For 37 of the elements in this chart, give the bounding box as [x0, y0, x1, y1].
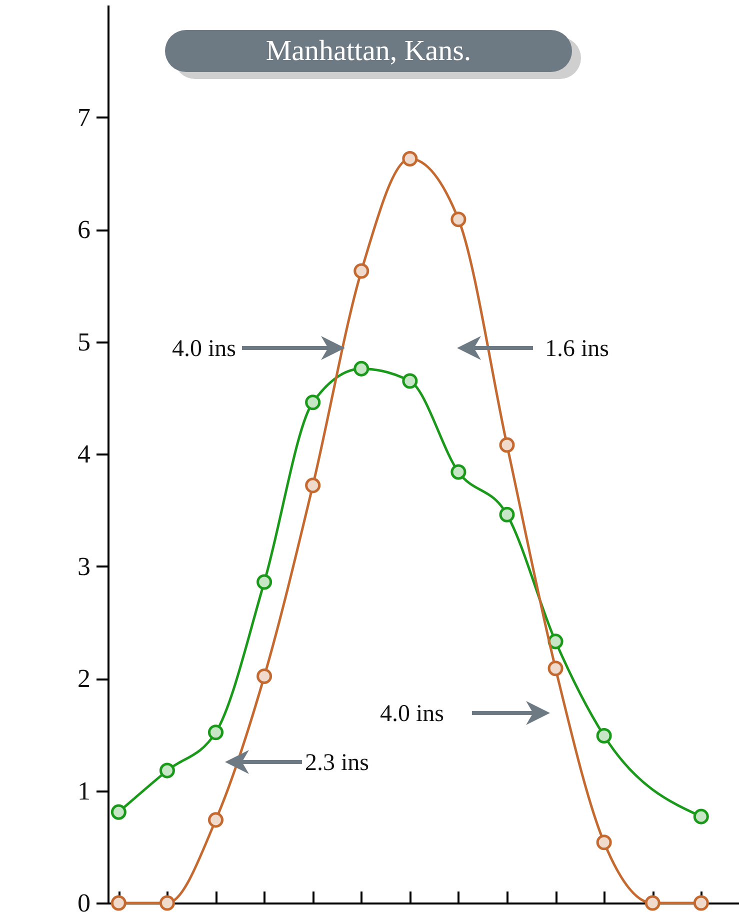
point [548, 634, 564, 650]
point [354, 360, 370, 376]
point [450, 212, 466, 228]
point [644, 895, 660, 911]
point [596, 728, 612, 744]
annotation: 4.0 ins [172, 336, 236, 363]
annotation: 2.3 ins [305, 750, 370, 777]
y-tick-label: 4 [78, 440, 90, 468]
point [693, 895, 709, 911]
point [110, 895, 126, 911]
annotation: 4.0 ins [380, 701, 444, 728]
y-tick-label: 5 [78, 327, 90, 356]
point [402, 151, 418, 167]
point [159, 762, 175, 778]
point [110, 804, 126, 820]
y-tick-label: 0 [78, 888, 90, 918]
point [305, 478, 321, 494]
point [159, 895, 175, 911]
point [305, 394, 321, 410]
point [499, 437, 515, 453]
point [548, 660, 564, 676]
y-tick-label: 2 [78, 664, 90, 693]
point [402, 373, 418, 389]
point [596, 834, 612, 850]
y-tick-label: 3 [78, 552, 90, 581]
y-tick-label: 7 [78, 102, 90, 132]
point [354, 263, 370, 279]
point [499, 506, 515, 522]
point [208, 724, 224, 740]
y-tick-label: 1 [78, 776, 90, 806]
y-tick-label: 6 [78, 215, 90, 244]
annotation: 1.6 ins [545, 336, 610, 363]
point [450, 464, 466, 480]
point [693, 808, 709, 824]
point [208, 812, 224, 828]
point [256, 574, 272, 590]
point [256, 668, 272, 684]
